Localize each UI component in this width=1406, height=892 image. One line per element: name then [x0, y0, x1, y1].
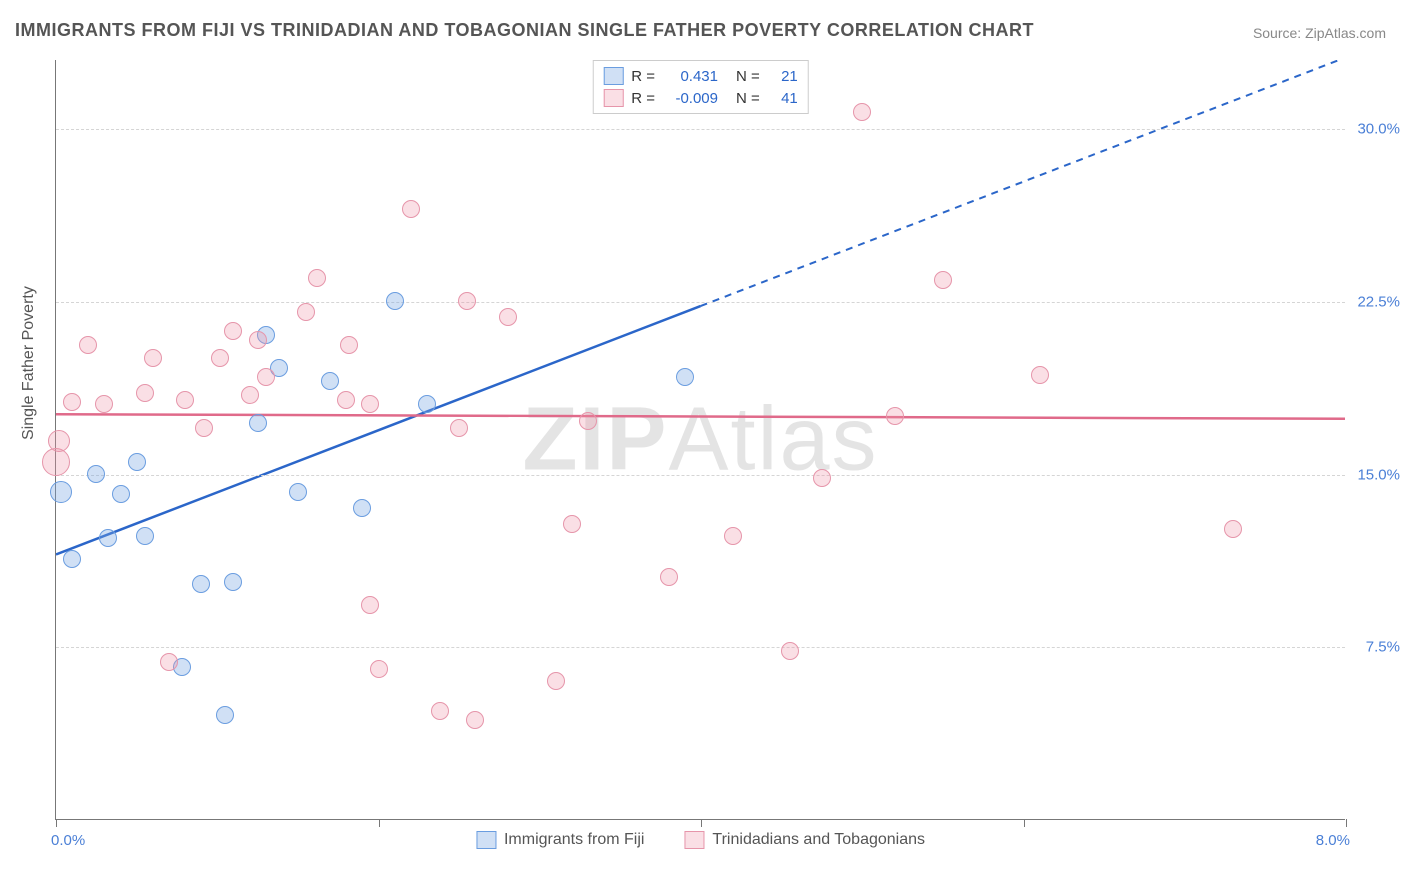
scatter-point-fiji: [87, 465, 105, 483]
scatter-point-trinidad: [211, 349, 229, 367]
scatter-point-fiji: [353, 499, 371, 517]
scatter-point-trinidad: [95, 395, 113, 413]
y-tick-label: 22.5%: [1350, 293, 1400, 310]
x-tick: [701, 819, 702, 827]
scatter-point-trinidad: [934, 271, 952, 289]
x-tick: [56, 819, 57, 827]
scatter-point-trinidad: [337, 391, 355, 409]
scatter-point-trinidad: [308, 269, 326, 287]
legend-n-label-2: N =: [736, 90, 760, 107]
legend-n-trinidad: 41: [768, 90, 798, 107]
gridline-h: [56, 302, 1345, 303]
legend-correlation: R = 0.431 N = 21 R = -0.009 N = 41: [592, 60, 809, 114]
legend-row-trinidad: R = -0.009 N = 41: [603, 87, 798, 109]
scatter-point-trinidad: [579, 412, 597, 430]
y-tick-label: 7.5%: [1350, 639, 1400, 656]
swatch-trinidad-bottom: [684, 831, 704, 849]
scatter-point-trinidad: [1224, 520, 1242, 538]
legend-row-fiji: R = 0.431 N = 21: [603, 65, 798, 87]
scatter-point-trinidad: [402, 200, 420, 218]
scatter-point-fiji: [128, 453, 146, 471]
scatter-point-trinidad: [361, 395, 379, 413]
legend-series: Immigrants from Fiji Trinidadians and To…: [476, 831, 925, 849]
x-axis-min-label: 0.0%: [51, 832, 85, 849]
y-axis-label: Single Father Poverty: [20, 286, 38, 440]
scatter-point-trinidad: [813, 469, 831, 487]
gridline-h: [56, 647, 1345, 648]
scatter-point-trinidad: [431, 702, 449, 720]
x-axis-max-label: 8.0%: [1316, 832, 1350, 849]
scatter-point-fiji: [289, 483, 307, 501]
scatter-point-fiji: [224, 573, 242, 591]
scatter-point-fiji: [418, 395, 436, 413]
scatter-point-fiji: [99, 529, 117, 547]
scatter-point-fiji: [676, 368, 694, 386]
scatter-point-fiji: [192, 575, 210, 593]
gridline-h: [56, 475, 1345, 476]
scatter-point-trinidad: [781, 642, 799, 660]
scatter-point-fiji: [50, 481, 72, 503]
y-tick-label: 15.0%: [1350, 466, 1400, 483]
scatter-point-trinidad: [241, 386, 259, 404]
legend-item-trinidad: Trinidadians and Tobagonians: [684, 831, 925, 849]
scatter-point-trinidad: [886, 407, 904, 425]
regression-lines: [56, 60, 1345, 819]
regression-line-fiji: [56, 306, 701, 554]
source-label: Source: ZipAtlas.com: [1253, 25, 1386, 41]
scatter-point-trinidad: [144, 349, 162, 367]
x-tick: [1346, 819, 1347, 827]
scatter-point-trinidad: [660, 568, 678, 586]
legend-item-fiji: Immigrants from Fiji: [476, 831, 644, 849]
scatter-point-trinidad: [547, 672, 565, 690]
scatter-point-trinidad: [370, 660, 388, 678]
scatter-point-trinidad: [499, 308, 517, 326]
scatter-point-trinidad: [136, 384, 154, 402]
scatter-point-trinidad: [48, 430, 70, 452]
scatter-point-trinidad: [853, 103, 871, 121]
scatter-point-fiji: [386, 292, 404, 310]
swatch-fiji-bottom: [476, 831, 496, 849]
scatter-point-fiji: [112, 485, 130, 503]
legend-n-fiji: 21: [768, 68, 798, 85]
scatter-point-trinidad: [160, 653, 178, 671]
scatter-point-trinidad: [195, 419, 213, 437]
scatter-point-trinidad: [724, 527, 742, 545]
legend-r-trinidad: -0.009: [663, 90, 718, 107]
scatter-point-trinidad: [42, 448, 70, 476]
x-tick: [379, 819, 380, 827]
scatter-point-fiji: [136, 527, 154, 545]
y-tick-label: 30.0%: [1350, 121, 1400, 138]
scatter-point-trinidad: [257, 368, 275, 386]
x-tick: [1024, 819, 1025, 827]
scatter-point-trinidad: [563, 515, 581, 533]
scatter-point-trinidad: [249, 331, 267, 349]
plot-area: ZIPAtlas R = 0.431 N = 21 R = -0.009 N =…: [55, 60, 1345, 820]
scatter-point-trinidad: [297, 303, 315, 321]
scatter-point-trinidad: [466, 711, 484, 729]
legend-n-label: N =: [736, 68, 760, 85]
legend-label-fiji: Immigrants from Fiji: [504, 831, 644, 849]
scatter-point-fiji: [63, 550, 81, 568]
scatter-point-trinidad: [224, 322, 242, 340]
gridline-h: [56, 129, 1345, 130]
scatter-point-fiji: [321, 372, 339, 390]
scatter-point-trinidad: [63, 393, 81, 411]
scatter-point-trinidad: [361, 596, 379, 614]
legend-r-label: R =: [631, 68, 655, 85]
legend-r-label-2: R =: [631, 90, 655, 107]
scatter-point-trinidad: [458, 292, 476, 310]
scatter-point-fiji: [216, 706, 234, 724]
legend-label-trinidad: Trinidadians and Tobagonians: [712, 831, 925, 849]
swatch-trinidad: [603, 89, 623, 107]
scatter-point-trinidad: [450, 419, 468, 437]
scatter-point-trinidad: [340, 336, 358, 354]
scatter-point-trinidad: [1031, 366, 1049, 384]
scatter-point-fiji: [249, 414, 267, 432]
scatter-point-trinidad: [79, 336, 97, 354]
scatter-point-trinidad: [176, 391, 194, 409]
legend-r-fiji: 0.431: [663, 68, 718, 85]
chart-title: IMMIGRANTS FROM FIJI VS TRINIDADIAN AND …: [15, 20, 1034, 41]
swatch-fiji: [603, 67, 623, 85]
